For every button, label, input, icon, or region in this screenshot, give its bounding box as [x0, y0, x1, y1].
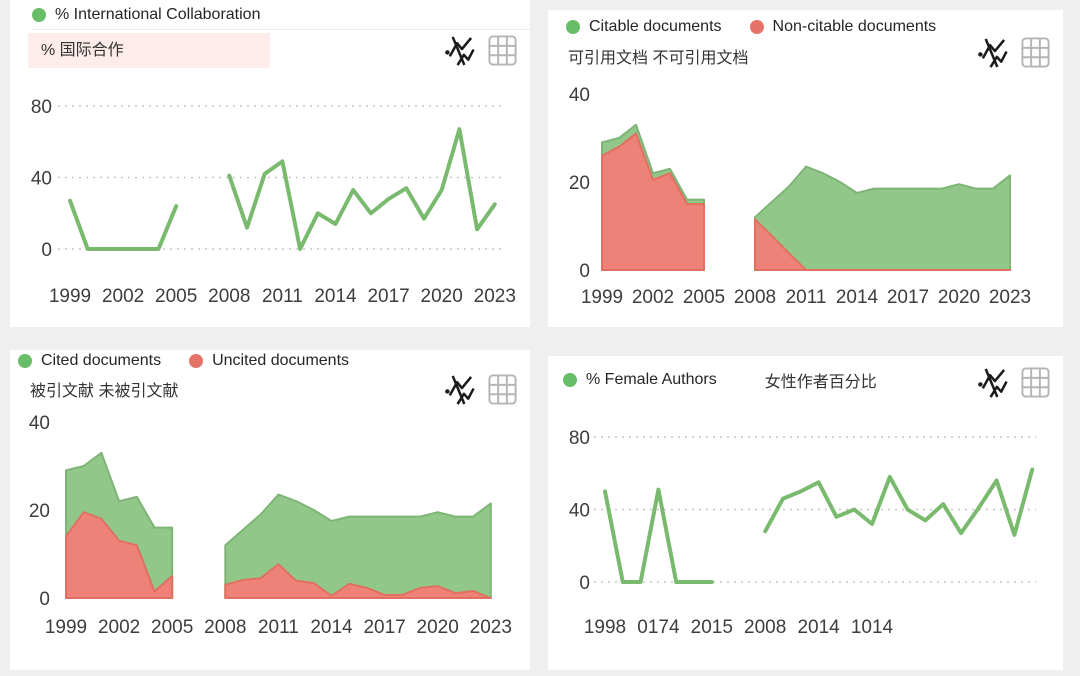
legend-dot-green — [18, 354, 32, 368]
legend-item-female-authors[interactable]: % Female Authors — [563, 371, 717, 389]
svg-text:2011: 2011 — [786, 287, 827, 308]
citable-documents-chart: 0 20 40 1999 2002 2005 2008 2011 2014 2017 2020 202… — [569, 85, 1031, 308]
line-chart-icon[interactable] — [977, 366, 1008, 399]
chart-legend: Citable documents Non-citable documents — [566, 18, 936, 36]
chart-subtitle-cn: 被引文献 未被引文献 — [30, 383, 179, 400]
svg-text:2017: 2017 — [367, 286, 409, 307]
legend-dot-green — [566, 20, 580, 34]
data-view-icon[interactable] — [1020, 366, 1051, 399]
panel-international-collaboration: % International Collaboration % 国际合作 0 40… — [10, 0, 530, 327]
svg-text:2020: 2020 — [417, 617, 459, 638]
data-view-icon[interactable] — [487, 373, 518, 406]
data-view-icon[interactable] — [487, 34, 518, 67]
legend-dot-red — [189, 354, 204, 368]
svg-text:2014: 2014 — [310, 617, 353, 638]
female-authors-chart: 0 40 80 1998 0174 2015 2008 2014 1014 — [569, 428, 1036, 638]
legend-dot-green — [32, 7, 46, 22]
legend-item-international-collaboration[interactable]: % International Collaboration — [32, 6, 260, 24]
chart-legend: Cited documents Uncited documents — [18, 352, 349, 370]
svg-text:2023: 2023 — [989, 287, 1031, 308]
chart-legend: % International Collaboration — [32, 0, 530, 30]
svg-text:2014: 2014 — [314, 286, 357, 307]
chart-subtitle-cn: 女性作者百分比 — [764, 374, 877, 391]
svg-text:40: 40 — [29, 413, 50, 434]
svg-text:2014: 2014 — [836, 287, 879, 308]
svg-text:20: 20 — [29, 501, 50, 522]
svg-text:2020: 2020 — [421, 286, 463, 307]
chart-toolbox — [977, 36, 1051, 69]
legend-item-cited[interactable]: Cited documents — [18, 352, 161, 370]
svg-text:2002: 2002 — [98, 617, 140, 638]
svg-text:2005: 2005 — [151, 617, 193, 638]
svg-text:2008: 2008 — [208, 286, 250, 307]
line-chart-icon[interactable] — [977, 36, 1008, 69]
svg-text:80: 80 — [569, 428, 590, 449]
legend-label: Non-citable documents — [772, 18, 937, 35]
line-chart-icon[interactable] — [444, 34, 475, 67]
svg-text:20: 20 — [569, 173, 590, 194]
svg-text:40: 40 — [31, 169, 52, 190]
legend-label: Uncited documents — [212, 352, 350, 369]
svg-text:80: 80 — [31, 97, 52, 118]
cited-documents-chart: 0 20 40 1999 2002 2005 2008 2011 2014 2017 2020 202… — [29, 413, 512, 638]
line-chart-icon[interactable] — [444, 373, 475, 406]
svg-text:0174: 0174 — [637, 617, 680, 638]
svg-text:0: 0 — [579, 261, 590, 282]
legend-item-citable[interactable]: Citable documents — [566, 18, 722, 36]
svg-text:2014: 2014 — [797, 617, 840, 638]
svg-text:0: 0 — [579, 573, 590, 594]
svg-text:2008: 2008 — [734, 287, 776, 308]
legend-item-non-citable[interactable]: Non-citable documents — [749, 18, 937, 36]
international-collaboration-chart: 0 40 80 1999 2002 2005 2008 2011 2014 2017 2020 202… — [31, 97, 516, 307]
legend-label: % Female Authors — [586, 371, 717, 388]
chart-subtitle-cn: 可引用文档 不可引用文档 — [568, 50, 749, 67]
svg-text:2023: 2023 — [470, 617, 512, 638]
legend-label: Cited documents — [41, 352, 162, 369]
svg-text:2008: 2008 — [744, 617, 786, 638]
legend-item-uncited[interactable]: Uncited documents — [189, 352, 349, 370]
panel-cited-documents: Cited documents Uncited documents 被引文献 未… — [10, 350, 530, 670]
svg-text:2011: 2011 — [262, 286, 303, 307]
svg-text:2005: 2005 — [683, 287, 725, 308]
svg-text:40: 40 — [569, 501, 590, 522]
svg-text:0: 0 — [41, 240, 52, 261]
legend-dot-red — [749, 20, 764, 34]
svg-text:2002: 2002 — [632, 287, 674, 308]
svg-text:2005: 2005 — [155, 286, 197, 307]
svg-text:2011: 2011 — [258, 617, 299, 638]
svg-text:2008: 2008 — [204, 617, 246, 638]
svg-text:40: 40 — [569, 85, 590, 106]
subtitle-highlight-box: % 国际合作 — [28, 33, 270, 68]
chart-toolbox — [977, 366, 1051, 399]
svg-text:1999: 1999 — [581, 287, 623, 308]
chart-subtitle-cn: % 国际合作 — [41, 42, 124, 59]
svg-text:1998: 1998 — [584, 617, 626, 638]
svg-text:2017: 2017 — [887, 287, 929, 308]
legend-dot-green — [563, 373, 577, 387]
legend-label: Citable documents — [589, 18, 722, 35]
svg-text:2023: 2023 — [474, 286, 516, 307]
svg-text:2017: 2017 — [363, 617, 405, 638]
svg-text:1014: 1014 — [851, 617, 894, 638]
svg-text:1999: 1999 — [45, 617, 87, 638]
svg-text:0: 0 — [39, 589, 50, 610]
svg-text:2015: 2015 — [691, 617, 733, 638]
panel-female-authors: % Female Authors 女性作者百分比 0 40 80 1998 0174 20… — [548, 356, 1063, 670]
legend-label: % International Collaboration — [55, 5, 261, 23]
svg-text:2020: 2020 — [938, 287, 980, 308]
svg-text:1999: 1999 — [49, 286, 91, 307]
data-view-icon[interactable] — [1020, 36, 1051, 69]
svg-text:2002: 2002 — [102, 286, 144, 307]
chart-toolbox — [444, 373, 518, 406]
chart-toolbox — [444, 34, 518, 67]
chart-legend: % Female Authors 女性作者百分比 — [563, 368, 877, 392]
panel-citable-documents: Citable documents Non-citable documents … — [548, 10, 1063, 327]
